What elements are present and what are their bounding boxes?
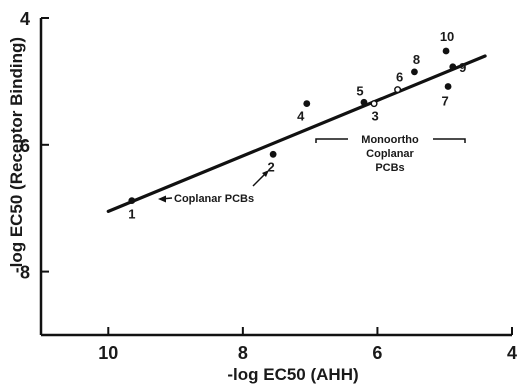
- data-point-8: [411, 68, 418, 76]
- annotation-monoortho-line-3: PCBs: [375, 162, 404, 174]
- x-tick-label-8: 8: [238, 343, 248, 363]
- point-label-5: 5: [356, 83, 363, 98]
- data-point-7: [444, 83, 452, 90]
- data-point-1: [128, 197, 136, 204]
- point-label-1: 1: [128, 207, 135, 222]
- annotation-coplanar: Coplanar PCBs: [158, 170, 269, 205]
- annotation-monoortho-line-1: Monoortho: [361, 134, 419, 146]
- point-label-9: 9: [459, 60, 466, 75]
- data-point-3: [370, 100, 378, 108]
- data-point-5: [360, 98, 368, 106]
- x-axis-title: -log EC50 (AHH): [227, 365, 358, 384]
- y-axis-title: -log EC50 (Receptor Binding): [7, 37, 26, 273]
- annotation-monoortho: Monoortho Coplanar PCBs: [315, 134, 466, 174]
- point-label-7: 7: [441, 93, 448, 108]
- bracket-left: [315, 138, 348, 143]
- arrowhead-2: [262, 170, 269, 177]
- point-label-6: 6: [396, 70, 403, 85]
- data-point-4: [303, 100, 311, 107]
- data-point-10: [442, 47, 450, 55]
- axes: [39, 18, 512, 337]
- y-tick-label-6: 6: [20, 136, 30, 156]
- point-labels: 1 2 3 4 5 6 7 8 9 10: [128, 29, 466, 222]
- data-points: [128, 47, 457, 204]
- regression-line: [106, 54, 487, 213]
- annotation-monoortho-line-2: Coplanar: [366, 148, 414, 160]
- arrowhead-1: [158, 195, 166, 203]
- x-tick-label-10: 10: [98, 343, 118, 363]
- data-point-9: [449, 63, 457, 71]
- point-label-10: 10: [440, 29, 454, 44]
- bracket-right: [433, 138, 466, 143]
- point-label-4: 4: [297, 109, 305, 124]
- point-label-8: 8: [413, 52, 420, 67]
- point-label-2: 2: [268, 159, 275, 174]
- ticks: [41, 17, 513, 335]
- data-point-6: [394, 86, 402, 94]
- arrow-to-point-2: [252, 172, 267, 187]
- x-tick-label-4: 4: [507, 343, 517, 363]
- x-tick-label-6: 6: [372, 343, 382, 363]
- data-point-2: [269, 150, 277, 158]
- y-tick-label-8: 8: [20, 263, 30, 283]
- y-tick-label-4: 4: [20, 9, 30, 29]
- annotation-coplanar-label: Coplanar PCBs: [174, 193, 254, 205]
- point-label-3: 3: [371, 109, 378, 124]
